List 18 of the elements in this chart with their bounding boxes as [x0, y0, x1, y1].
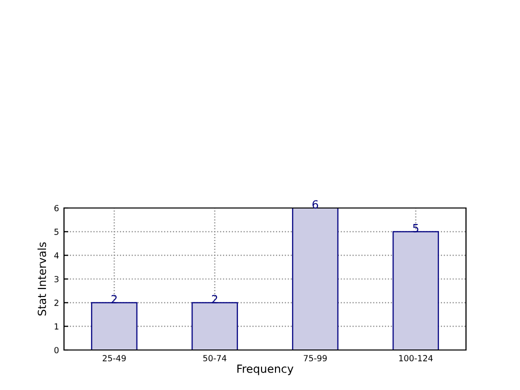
x-tick-label: 100-124: [399, 355, 433, 362]
y-tick-label: 1: [54, 323, 58, 330]
bar: [292, 208, 338, 350]
y-tick-label: 0: [54, 346, 59, 354]
y-tick-label: 2: [54, 300, 58, 306]
x-tick-label: 25-49: [102, 355, 126, 362]
bar: [392, 231, 439, 350]
y-tick-label: 4: [54, 252, 59, 258]
x-tick-label: 50-74: [203, 355, 226, 362]
y-tick-label: 3: [54, 276, 58, 282]
x-tick-label: 75-99: [304, 355, 327, 362]
x-axis-title: Frequency: [237, 364, 294, 376]
y-axis-title: Stat Intervals: [38, 242, 46, 316]
data-label: 6: [312, 200, 318, 209]
y-tick-label: 5: [54, 228, 58, 235]
y-tick-label: 6: [54, 204, 59, 212]
bar: [91, 302, 138, 350]
bar: [192, 302, 238, 350]
